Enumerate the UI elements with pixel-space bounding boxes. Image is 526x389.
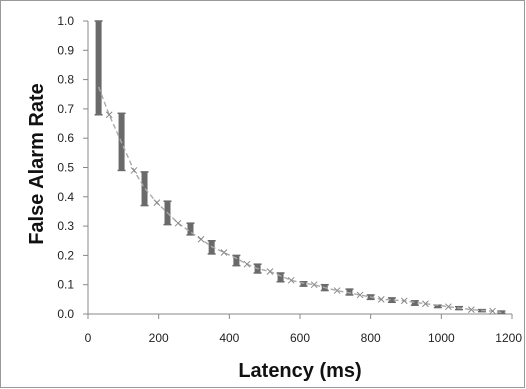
y-tick-label: 1.0 xyxy=(57,14,74,28)
y-tick-label: 0.8 xyxy=(57,73,74,87)
y-tick-label: 0.6 xyxy=(57,131,74,145)
x-tick-label: 400 xyxy=(219,331,239,345)
range-bar xyxy=(187,223,194,235)
x-tick-label: 1200 xyxy=(495,331,522,345)
x-tick-label: 600 xyxy=(290,331,310,345)
x-tick-label: 800 xyxy=(361,331,381,345)
range-bar xyxy=(346,289,353,295)
y-tick-label: 0.4 xyxy=(57,190,74,204)
x-axis-title: Latency (ms) xyxy=(238,360,361,382)
x-marker xyxy=(153,199,161,207)
range-bar xyxy=(233,255,240,266)
range-bar xyxy=(277,272,284,282)
x-marker xyxy=(287,276,295,284)
x-marker xyxy=(130,167,138,174)
y-axis-title: False Alarm Rate xyxy=(26,83,48,245)
plot-area: 0.0 0.1 0.2 0.3 0.4 0.5 0.6 0.7 0.8 0.9 1.0 0 200 400… xyxy=(57,14,522,345)
x-marker xyxy=(105,111,113,119)
x-marker xyxy=(468,306,475,313)
y-tick-label: 0.9 xyxy=(57,43,74,57)
x-marker xyxy=(243,260,251,268)
x-marker xyxy=(445,303,452,311)
x-marker xyxy=(489,307,496,315)
x-marker xyxy=(356,291,364,299)
y-tick-label: 0.0 xyxy=(57,307,74,321)
y-tick-label: 0.2 xyxy=(57,248,74,262)
y-tick-label: 0.1 xyxy=(57,278,74,292)
range-bar xyxy=(411,300,418,306)
range-bar xyxy=(388,297,395,303)
x-marker xyxy=(174,219,182,227)
x-tick-label: 0 xyxy=(85,331,92,345)
y-tick-label: 0.5 xyxy=(57,161,74,175)
x-marker xyxy=(333,287,341,294)
x-marker xyxy=(220,249,228,256)
x-marker xyxy=(377,295,385,303)
y-tick-label: 0.7 xyxy=(57,102,74,116)
range-bar xyxy=(141,171,148,206)
x-tick-label: 1000 xyxy=(428,331,455,345)
range-bar xyxy=(434,305,441,308)
y-tick-label: 0.3 xyxy=(57,219,74,233)
x-marker xyxy=(197,235,205,243)
x-marker xyxy=(310,281,318,289)
trend-line xyxy=(97,86,502,314)
x-marker xyxy=(400,297,408,305)
range-bar xyxy=(95,21,102,115)
x-marker xyxy=(422,300,429,308)
x-marker xyxy=(266,268,274,275)
range-bar xyxy=(300,281,307,287)
x-tick-label: 200 xyxy=(149,331,169,345)
